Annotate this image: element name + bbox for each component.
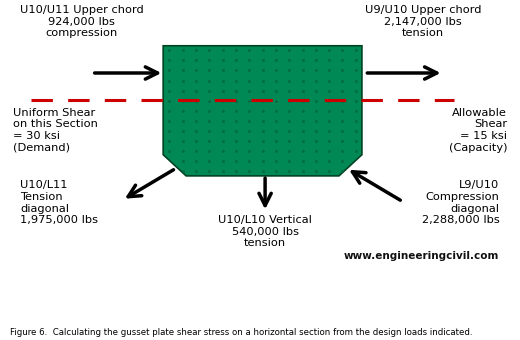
Text: Uniform Shear
on this Section
= 30 ksi
(Demand): Uniform Shear on this Section = 30 ksi (… <box>13 108 98 153</box>
Text: U10/L10 Vertical
540,000 lbs
tension: U10/L10 Vertical 540,000 lbs tension <box>218 215 312 249</box>
Text: L9/U10
Compression
diagonal
2,288,000 lbs: L9/U10 Compression diagonal 2,288,000 lb… <box>422 181 500 225</box>
Text: Figure 6.  Calculating the gusset plate shear stress on a horizontal section fro: Figure 6. Calculating the gusset plate s… <box>10 328 473 337</box>
Text: U9/U10 Upper chord
2,147,000 lbs
tension: U9/U10 Upper chord 2,147,000 lbs tension <box>365 5 482 38</box>
Polygon shape <box>163 46 362 176</box>
Text: U10/L11
Tension
diagonal
1,975,000 lbs: U10/L11 Tension diagonal 1,975,000 lbs <box>20 181 98 225</box>
Text: U10/U11 Upper chord
924,000 lbs
compression: U10/U11 Upper chord 924,000 lbs compress… <box>20 5 144 38</box>
Text: Allowable
Shear
= 15 ksi
(Capacity): Allowable Shear = 15 ksi (Capacity) <box>449 108 507 153</box>
Text: www.engineeringcivil.com: www.engineeringcivil.com <box>344 251 500 260</box>
